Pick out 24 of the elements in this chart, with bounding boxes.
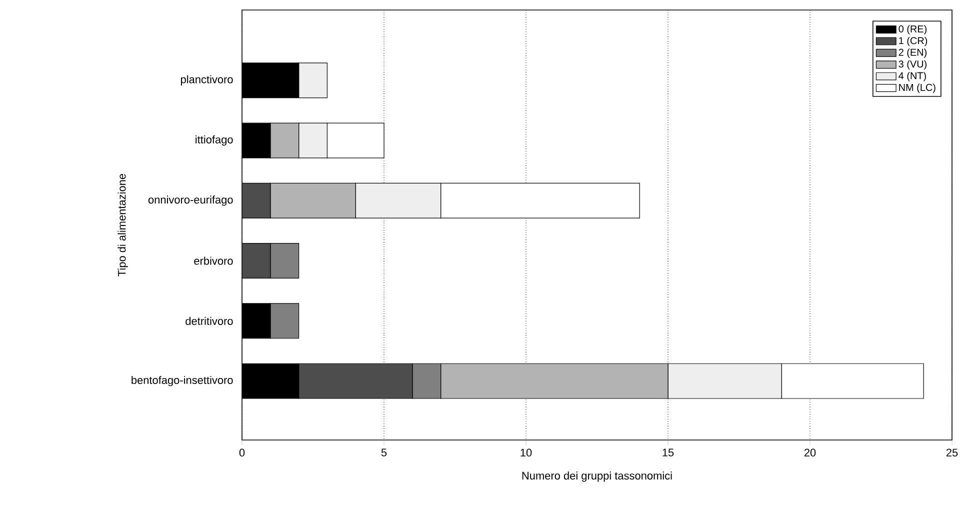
x-tick-label: 10 xyxy=(520,448,532,456)
y-tick-label: ittiofago xyxy=(196,135,233,146)
bar xyxy=(270,243,300,279)
legend-label: 4 (NT) xyxy=(898,72,926,82)
x-tick-label: 20 xyxy=(804,448,816,456)
y-tick-label: bentofago-insettivoro xyxy=(132,376,233,386)
x-tick-label: 0 xyxy=(239,448,245,456)
y-axis-title: Tipo di alimentazione xyxy=(118,174,128,276)
x-tick-label: 15 xyxy=(662,448,674,456)
bar xyxy=(242,243,271,279)
x-tick-label: 25 xyxy=(946,448,958,456)
legend-label: 2 (EN) xyxy=(898,48,927,58)
y-tick-label: erbivoro xyxy=(194,256,233,265)
bar xyxy=(242,182,271,218)
x-axis-title: Numero dei gruppi tassonomici xyxy=(522,472,672,482)
legend-label: 1 (CR) xyxy=(899,36,928,46)
legend-label: 0 (RE) xyxy=(898,25,927,34)
x-tick-label: 5 xyxy=(381,448,387,456)
legend-label: 3 (VU) xyxy=(898,60,927,70)
y-tick-label: detritivoro xyxy=(186,316,233,325)
y-tick-label: onnivoro-eurifago xyxy=(148,196,233,206)
legend-label: NM (LC) xyxy=(899,84,936,93)
y-tick-label: planctivoro xyxy=(180,75,233,86)
bar xyxy=(298,363,413,399)
